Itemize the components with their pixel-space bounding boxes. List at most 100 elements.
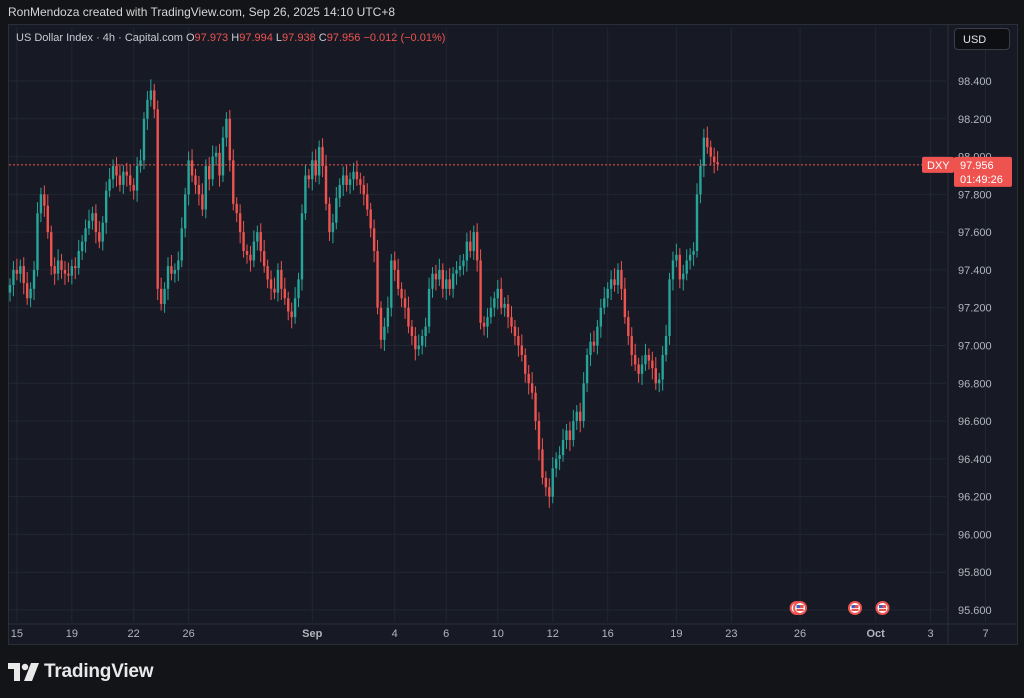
candle-body <box>606 288 609 299</box>
candle <box>668 272 671 345</box>
candle-body <box>613 279 616 286</box>
candle <box>159 277 163 311</box>
candle <box>287 291 290 321</box>
candle <box>115 157 118 187</box>
candle-body <box>554 458 558 469</box>
candle-body <box>125 171 128 176</box>
candle <box>675 243 678 268</box>
x-tick-label: 23 <box>725 628 737 640</box>
candle <box>658 372 661 393</box>
candle <box>647 348 651 370</box>
y-tick-label: 98.400 <box>958 76 992 88</box>
candle <box>551 457 554 504</box>
legend-change: −0.012 (−0.01%) <box>363 32 446 44</box>
candle <box>455 261 458 285</box>
candle-body <box>403 298 407 308</box>
candle-body <box>678 254 682 280</box>
candle-body <box>616 269 620 286</box>
candle <box>311 151 314 191</box>
candles <box>8 79 719 508</box>
tradingview-logo[interactable]: TradingView <box>8 660 154 684</box>
candle <box>345 164 348 192</box>
candle-body <box>287 298 290 312</box>
candle-body <box>39 194 43 214</box>
candle <box>50 225 53 276</box>
candle <box>201 183 204 217</box>
candle-body <box>276 269 280 293</box>
candle-body <box>438 269 441 280</box>
candle-body <box>122 171 125 185</box>
y-tick-label: 96.600 <box>958 416 992 428</box>
candle-body <box>290 311 293 318</box>
candle-body <box>132 184 135 191</box>
candle <box>77 239 80 275</box>
candle-body <box>98 232 101 242</box>
candle-body <box>242 232 245 252</box>
chart-legend: US Dollar Index · 4h · Capital.com O97.9… <box>16 31 445 45</box>
candle-body <box>451 273 455 289</box>
candle <box>32 261 36 300</box>
candle <box>706 126 709 154</box>
candle <box>445 270 448 300</box>
candle <box>414 327 417 361</box>
candle-body <box>565 430 568 440</box>
candle <box>324 154 328 211</box>
candle <box>524 348 527 383</box>
y-tick-label: 97.200 <box>958 303 992 315</box>
candle <box>369 202 372 238</box>
candle-body <box>235 203 238 214</box>
candle-body <box>448 279 451 289</box>
candle-body <box>273 288 276 293</box>
legend-open-value: 97.973 <box>194 32 229 44</box>
candle <box>678 248 682 289</box>
candle-body <box>682 273 685 280</box>
x-tick-label: 26 <box>794 628 806 640</box>
currency-selector[interactable]: USD <box>954 28 1010 50</box>
candle-body <box>91 213 94 221</box>
candle-body <box>293 298 297 318</box>
candle-body <box>183 194 187 229</box>
candle-body <box>445 279 448 289</box>
candle <box>122 165 125 194</box>
price-tag-symbol: DXY <box>927 160 950 172</box>
candle-body <box>324 166 328 204</box>
candle <box>56 249 60 281</box>
candle-body <box>620 269 623 289</box>
candle <box>654 357 657 390</box>
candle-body <box>256 232 259 242</box>
candle-body <box>84 228 87 242</box>
candle-body <box>400 288 403 299</box>
candle-body <box>424 326 427 337</box>
candle <box>197 176 201 206</box>
candle-body <box>527 373 530 384</box>
candle-body <box>524 354 527 374</box>
candle <box>87 209 91 235</box>
candle-body <box>589 341 592 355</box>
chart-frame[interactable] <box>8 24 1018 645</box>
candle <box>15 258 19 281</box>
candle-body <box>695 194 699 252</box>
candle <box>304 164 307 220</box>
candle <box>74 257 77 280</box>
candle-body <box>675 254 678 261</box>
candle <box>252 230 256 268</box>
candle-body <box>153 90 156 110</box>
candle <box>685 249 688 281</box>
candle <box>500 277 503 315</box>
candle-body <box>43 194 46 206</box>
candle-body <box>338 184 341 199</box>
candle <box>170 255 173 281</box>
candle <box>359 172 362 194</box>
candle-body <box>421 336 424 346</box>
candle-body <box>56 260 60 274</box>
candle-body <box>118 175 122 185</box>
candle-body <box>314 160 317 176</box>
candle <box>633 343 637 372</box>
candle <box>118 164 122 192</box>
candle <box>153 83 156 119</box>
candle <box>599 298 603 338</box>
candle-body <box>238 213 242 233</box>
candle <box>372 219 376 263</box>
candle <box>94 204 98 244</box>
